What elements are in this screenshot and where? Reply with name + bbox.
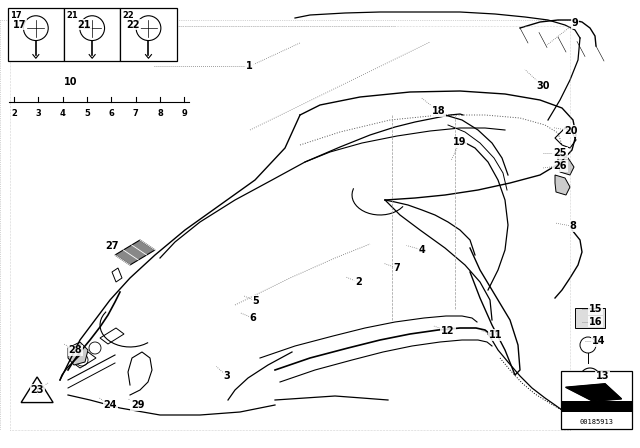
Text: 8: 8 [157, 109, 163, 118]
Polygon shape [566, 384, 621, 401]
Polygon shape [555, 175, 570, 195]
Text: 6: 6 [250, 313, 256, 323]
Text: 00185913: 00185913 [579, 419, 614, 425]
Text: 22: 22 [126, 20, 140, 30]
Text: 13: 13 [596, 371, 610, 381]
Text: 28: 28 [68, 345, 83, 355]
Text: 5: 5 [253, 296, 259, 306]
Text: 20: 20 [564, 126, 578, 136]
Polygon shape [115, 240, 155, 265]
Text: 8: 8 [570, 221, 576, 231]
Text: 10: 10 [63, 77, 77, 86]
Text: 3: 3 [224, 371, 230, 381]
Text: 25: 25 [553, 148, 567, 158]
Text: 11: 11 [489, 330, 503, 340]
Text: 21: 21 [66, 11, 77, 20]
Text: 30: 30 [536, 81, 550, 91]
Text: 9: 9 [182, 109, 187, 118]
Polygon shape [68, 342, 88, 365]
Bar [64, 8, 120, 61]
Text: !: ! [35, 388, 39, 397]
Text: 7: 7 [133, 109, 138, 118]
Text: 17: 17 [12, 20, 26, 30]
Bar [561, 371, 632, 429]
Text: 23: 23 [30, 385, 44, 395]
Text: 24: 24 [103, 401, 117, 410]
Text: 14: 14 [591, 336, 605, 346]
Text: 6: 6 [108, 109, 115, 118]
Polygon shape [558, 155, 574, 175]
Text: 9: 9 [572, 18, 578, 28]
Bar [561, 401, 632, 412]
Text: 2: 2 [355, 277, 362, 287]
Text: 12: 12 [441, 326, 455, 336]
Text: 5: 5 [84, 109, 90, 118]
Text: 16: 16 [588, 317, 602, 327]
Text: 3: 3 [36, 109, 41, 118]
Bar [575, 308, 605, 328]
Text: 1: 1 [246, 61, 253, 71]
Text: 26: 26 [553, 161, 567, 171]
Bar [8, 8, 64, 61]
Bar [120, 8, 177, 61]
Text: 29: 29 [131, 401, 145, 410]
Text: 22: 22 [122, 11, 134, 20]
Text: 2: 2 [11, 109, 17, 118]
Text: 19: 19 [452, 138, 467, 147]
Text: 18: 18 [431, 106, 445, 116]
Text: 4: 4 [60, 109, 66, 118]
Text: 15: 15 [588, 304, 602, 314]
Text: 21: 21 [77, 20, 92, 30]
Text: 27: 27 [105, 241, 119, 250]
Text: 4: 4 [419, 245, 426, 255]
Text: 7: 7 [394, 263, 400, 273]
Text: 17: 17 [10, 11, 21, 20]
